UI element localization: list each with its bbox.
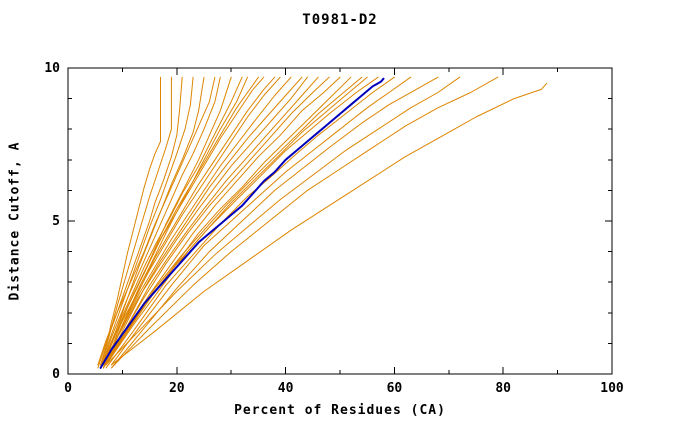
- series-prediction-11: [102, 76, 259, 366]
- series-prediction-14: [100, 76, 281, 366]
- series-prediction-17: [100, 76, 308, 369]
- series-prediction-01: [100, 76, 161, 369]
- x-tick-label: 0: [64, 381, 72, 396]
- series-prediction-07: [100, 76, 221, 369]
- x-axis-label: Percent of Residues (CA): [234, 403, 446, 418]
- series-prediction-24: [105, 76, 379, 366]
- series-prediction-22: [105, 76, 363, 366]
- series-prediction-15: [102, 76, 292, 369]
- series-prediction-05: [102, 76, 205, 369]
- y-tick-label: 5: [52, 214, 60, 229]
- series-highlighted-model: [99, 77, 385, 369]
- series-prediction-23: [102, 76, 368, 369]
- x-tick-label: 100: [600, 381, 624, 396]
- series-prediction-06: [97, 76, 216, 366]
- y-tick-label: 0: [52, 367, 60, 382]
- chart-title: T0981-D2: [302, 12, 378, 28]
- series-prediction-04: [100, 76, 194, 366]
- series-prediction-30: [111, 82, 548, 366]
- x-tick-label: 80: [495, 381, 511, 396]
- y-tick-label: 10: [44, 61, 60, 76]
- x-tick-label: 40: [278, 381, 294, 396]
- series-prediction-19: [102, 76, 330, 369]
- series-prediction-29: [111, 76, 499, 369]
- series-prediction-20: [105, 76, 341, 366]
- x-tick-label: 60: [387, 381, 403, 396]
- series-prediction-27: [111, 76, 439, 369]
- series-prediction-18: [105, 76, 319, 366]
- x-tick-label: 20: [169, 381, 185, 396]
- series-prediction-28: [105, 76, 461, 366]
- series-prediction-13: [105, 76, 276, 366]
- series-prediction-12: [100, 76, 265, 369]
- series-prediction-02: [100, 76, 172, 366]
- series-prediction-26: [111, 76, 412, 366]
- series-prediction-09: [100, 76, 243, 369]
